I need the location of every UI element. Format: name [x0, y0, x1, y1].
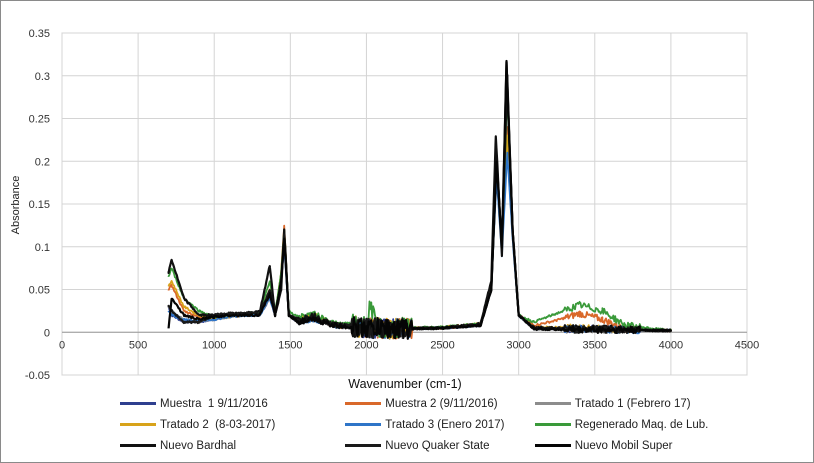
series-line-8 [167, 59, 672, 340]
legend-swatch [345, 444, 382, 447]
legend-label: Nuevo Bardhal [160, 439, 237, 452]
legend-label: Tratado 1 (Febrero 17) [574, 397, 691, 410]
legend-swatch [534, 402, 571, 405]
y-tick-label: 0.1 [35, 242, 50, 254]
y-tick-label: 0.05 [29, 285, 50, 297]
legend-item: Muestra 1 9/11/2016 [120, 398, 345, 410]
legend-swatch [534, 444, 571, 447]
legend-swatch [120, 402, 156, 405]
x-tick-label: 2000 [354, 339, 378, 351]
legend-label: Tratado 2 (8-03-2017) [160, 418, 276, 431]
legend-item: Tratado 2 (8-03-2017) [120, 419, 345, 431]
series-line-6 [167, 60, 672, 340]
axes: 0 500 1000 1500 2000 2500 3000 3500 4000 4500 -0.0… [25, 28, 759, 382]
legend-item: Tratado 3 (Enero 2017) [345, 419, 534, 431]
legend-row: Tratado 2 (8-03-2017) Tratado 3 (Enero 20… [120, 414, 760, 435]
y-tick-label: 0.2 [35, 156, 50, 168]
legend-row: Nuevo Bardhal Nuevo Quaker State Nuevo Mob… [120, 435, 760, 456]
x-tick-label: 3500 [583, 339, 607, 351]
legend-swatch [120, 444, 156, 447]
legend-label: Nuevo Quaker State [385, 439, 490, 452]
series-line-1 [167, 126, 672, 340]
series-line-5 [167, 92, 672, 339]
series-group [167, 59, 672, 340]
legend-label: Nuevo Mobil Super [574, 439, 673, 452]
y-tick-label: -0.05 [25, 370, 50, 382]
legend-item: Nuevo Quaker State [345, 440, 534, 452]
y-tick-label: 0 [44, 327, 50, 339]
legend-label: Muestra 1 9/11/2016 [160, 397, 268, 410]
legend-label: Muestra 2 (9/11/2016) [385, 397, 498, 410]
legend-label: Tratado 3 (Enero 2017) [385, 418, 505, 431]
y-tick-label: 0.25 [29, 114, 50, 126]
legend-swatch [120, 423, 156, 426]
legend-swatch [534, 423, 571, 426]
x-tick-label: 1000 [202, 339, 226, 351]
x-tick-label: 500 [129, 339, 147, 351]
x-tick-label: 2500 [430, 339, 454, 351]
x-tick-label: 0 [59, 339, 65, 351]
y-tick-label: 0.15 [29, 199, 50, 211]
legend-item: Muestra 2 (9/11/2016) [345, 398, 534, 410]
y-tick-label: 0.35 [29, 28, 50, 40]
x-tick-label: 1500 [278, 339, 302, 351]
legend-item: Nuevo Mobil Super [534, 439, 760, 452]
legend-item: Regenerado Maq. de Lub. [534, 418, 760, 431]
legend-swatch [345, 402, 382, 405]
y-tick-label: 0.3 [35, 71, 50, 83]
legend-item: Tratado 1 (Febrero 17) [534, 397, 760, 410]
x-tick-label: 3000 [506, 339, 530, 351]
legend-row: Muestra 1 9/11/2016 Muestra 2 (9/11/2016)… [120, 393, 760, 414]
series-line-7 [167, 74, 672, 340]
legend-label: Regenerado Maq. de Lub. [574, 418, 709, 431]
x-axis-label: Wavenumber (cm-1) [348, 377, 461, 391]
x-tick-label: 4000 [659, 339, 683, 351]
legend: Muestra 1 9/11/2016 Muestra 2 (9/11/2016)… [120, 393, 760, 456]
y-axis-label: Absorbance [10, 176, 22, 235]
legend-item: Nuevo Bardhal [120, 440, 345, 452]
legend-swatch [345, 423, 382, 426]
x-tick-label: 4500 [735, 339, 759, 351]
